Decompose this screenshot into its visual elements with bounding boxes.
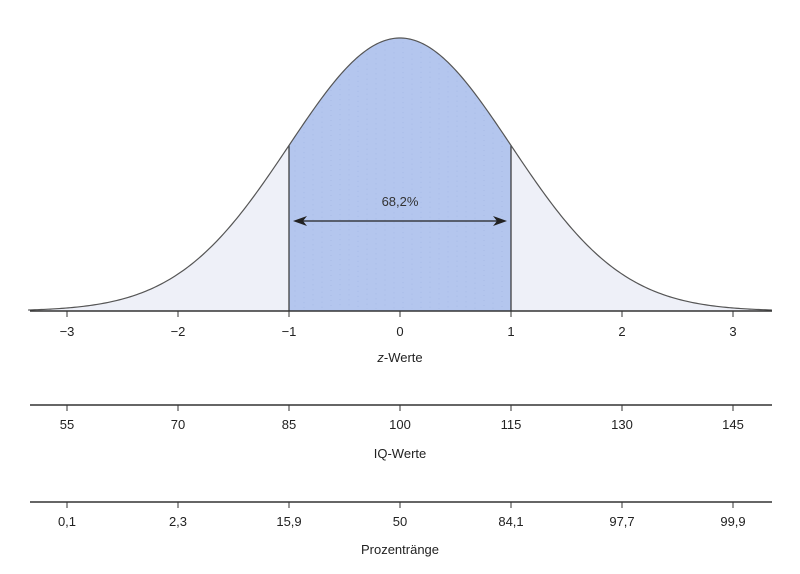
percentile-tick-label: 84,1 bbox=[498, 514, 523, 529]
iq-tick-label: 85 bbox=[282, 417, 296, 432]
normal-curve bbox=[28, 37, 772, 311]
iq-tick-label: 70 bbox=[171, 417, 185, 432]
iq-tick-label: 55 bbox=[60, 417, 74, 432]
iq-tick-label: 115 bbox=[501, 417, 522, 432]
percentile-tick-label: 2,3 bbox=[169, 514, 187, 529]
z-axis-title: z-Werte bbox=[376, 350, 422, 365]
percentile-tick-label: 99,9 bbox=[720, 514, 745, 529]
arrow-head-left bbox=[293, 216, 307, 226]
iq-tick-label: 130 bbox=[611, 417, 633, 432]
z-tick-label: 2 bbox=[618, 324, 625, 339]
percent-label: 68,2% bbox=[382, 194, 419, 209]
percentile-tick-label: 0,1 bbox=[58, 514, 76, 529]
percentile-tick-label: 50 bbox=[393, 514, 407, 529]
z-axis-title-prefix: z bbox=[376, 350, 384, 365]
z-tick-label: 0 bbox=[396, 324, 403, 339]
z-axis-title-suffix: -Werte bbox=[384, 350, 423, 365]
shaded-area-68 bbox=[289, 38, 511, 311]
iq-axis-title: IQ-Werte bbox=[374, 446, 427, 461]
z-tick-label: −3 bbox=[60, 324, 75, 339]
z-axis-ticks: −3 −2 −1 0 1 2 3 bbox=[60, 311, 737, 339]
z-tick-label: 1 bbox=[507, 324, 514, 339]
percentile-axis-title: Prozentränge bbox=[361, 542, 439, 557]
arrow-head-right bbox=[493, 216, 507, 226]
percentile-tick-label: 15,9 bbox=[276, 514, 301, 529]
z-tick-label: 3 bbox=[729, 324, 736, 339]
percentile-axis-ticks: 0,1 2,3 15,9 50 84,1 97,7 99,9 bbox=[58, 502, 746, 529]
z-tick-label: −1 bbox=[282, 324, 297, 339]
iq-tick-label: 145 bbox=[722, 417, 744, 432]
iq-tick-label: 100 bbox=[389, 417, 411, 432]
iq-axis-ticks: 55 70 85 100 115 130 145 bbox=[60, 405, 744, 432]
percentile-tick-label: 97,7 bbox=[609, 514, 634, 529]
z-tick-label: −2 bbox=[171, 324, 186, 339]
